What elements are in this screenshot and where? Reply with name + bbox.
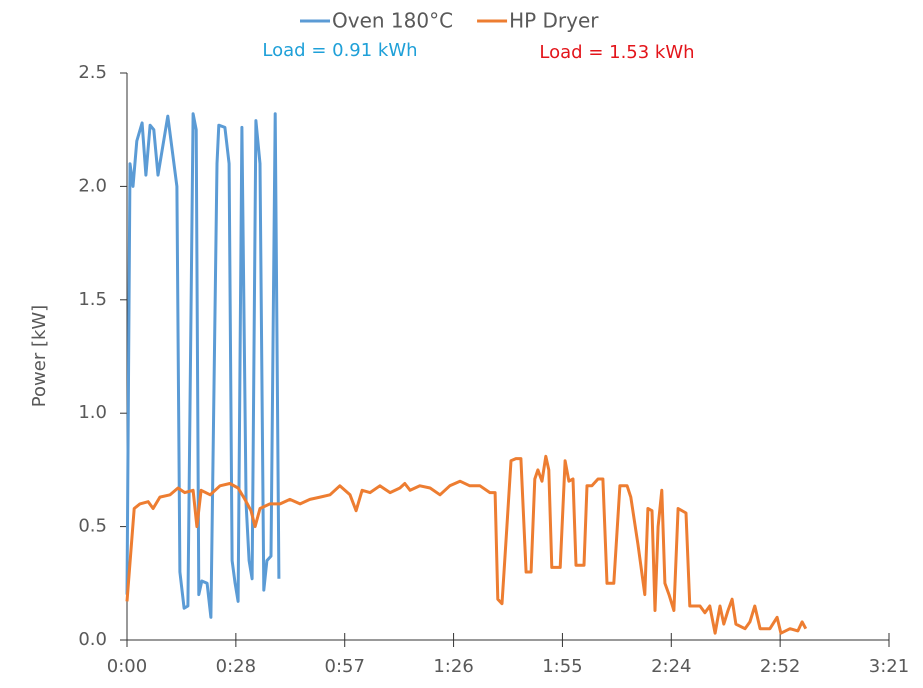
data-line <box>125 112 281 619</box>
x-tick-label: 2:52 <box>760 656 800 677</box>
y-tick-label: 0.0 <box>78 629 107 650</box>
legend-label: HP Dryer <box>509 9 599 33</box>
y-tick-label: 1.5 <box>78 289 107 310</box>
y-tick-label: 0.5 <box>78 516 107 537</box>
x-tick-label: 3:21 <box>869 656 909 677</box>
x-tick-label: 1:26 <box>433 656 473 677</box>
y-tick-label: 1.0 <box>78 402 107 423</box>
annotation: Load = 0.91 kWh <box>262 40 417 61</box>
data-line <box>125 454 808 635</box>
x-tick-label: 0:00 <box>107 656 147 677</box>
annotation: Load = 1.53 kWh <box>539 42 694 63</box>
y-axis-label: Power [kW] <box>29 305 50 407</box>
x-tick-label: 2:24 <box>651 656 691 677</box>
x-tick-label: 0:57 <box>325 656 365 677</box>
y-tick-label: 2.0 <box>78 175 107 196</box>
x-tick-label: 0:28 <box>216 656 256 677</box>
y-tick-label: 2.5 <box>78 62 107 83</box>
legend-label: Oven 180°C <box>332 9 453 33</box>
x-tick-label: 1:55 <box>542 656 582 677</box>
